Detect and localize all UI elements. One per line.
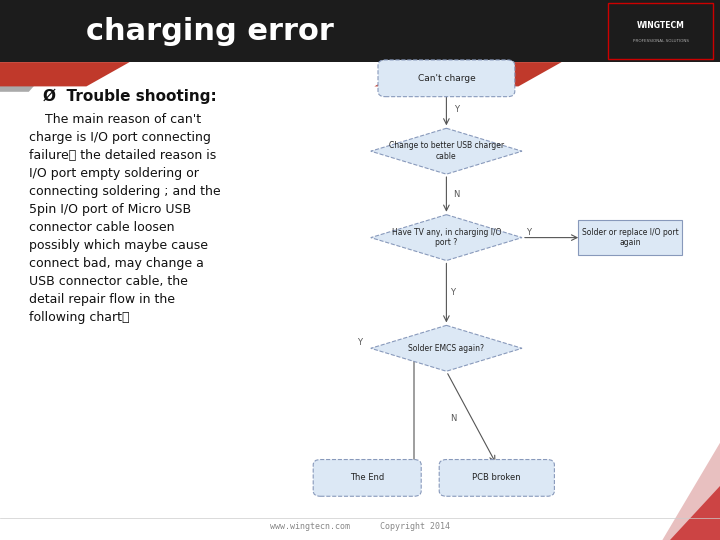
Polygon shape bbox=[0, 68, 50, 92]
Text: WINGTECM: WINGTECM bbox=[637, 21, 685, 30]
Text: Solder or replace I/O port
again: Solder or replace I/O port again bbox=[582, 228, 678, 247]
Text: The main reason of can't
charge is I/O port connecting
failure， the detailed rea: The main reason of can't charge is I/O p… bbox=[29, 113, 220, 325]
Text: Have TV any, in charging I/O
port ?: Have TV any, in charging I/O port ? bbox=[392, 228, 501, 247]
Text: PCB broken: PCB broken bbox=[472, 474, 521, 482]
Text: charging error: charging error bbox=[86, 17, 334, 45]
FancyBboxPatch shape bbox=[378, 60, 515, 97]
Polygon shape bbox=[371, 325, 522, 372]
Text: Y: Y bbox=[450, 288, 455, 298]
FancyBboxPatch shape bbox=[577, 220, 683, 255]
Text: www.wingtecn.com      Copyright 2014: www.wingtecn.com Copyright 2014 bbox=[270, 522, 450, 531]
Text: Change to better USB charger
cable: Change to better USB charger cable bbox=[389, 141, 504, 161]
Text: PROFESSIONAL SOLUTIONS: PROFESSIONAL SOLUTIONS bbox=[633, 39, 689, 43]
Text: Y: Y bbox=[454, 105, 459, 114]
Text: Ø  Trouble shooting:: Ø Trouble shooting: bbox=[43, 89, 217, 104]
Polygon shape bbox=[0, 62, 130, 86]
FancyBboxPatch shape bbox=[608, 3, 713, 59]
Polygon shape bbox=[371, 128, 522, 174]
Text: Solder EMCS again?: Solder EMCS again? bbox=[408, 344, 485, 353]
Polygon shape bbox=[590, 443, 720, 540]
Polygon shape bbox=[670, 486, 720, 540]
Text: The End: The End bbox=[350, 474, 384, 482]
Text: Y: Y bbox=[358, 339, 362, 347]
Polygon shape bbox=[371, 214, 522, 260]
FancyBboxPatch shape bbox=[313, 460, 421, 496]
FancyBboxPatch shape bbox=[439, 460, 554, 496]
Text: N: N bbox=[450, 414, 456, 423]
Text: Y: Y bbox=[526, 228, 531, 237]
Text: N: N bbox=[454, 190, 460, 199]
Text: Can't charge: Can't charge bbox=[418, 74, 475, 83]
Polygon shape bbox=[374, 62, 562, 86]
FancyBboxPatch shape bbox=[0, 0, 720, 62]
